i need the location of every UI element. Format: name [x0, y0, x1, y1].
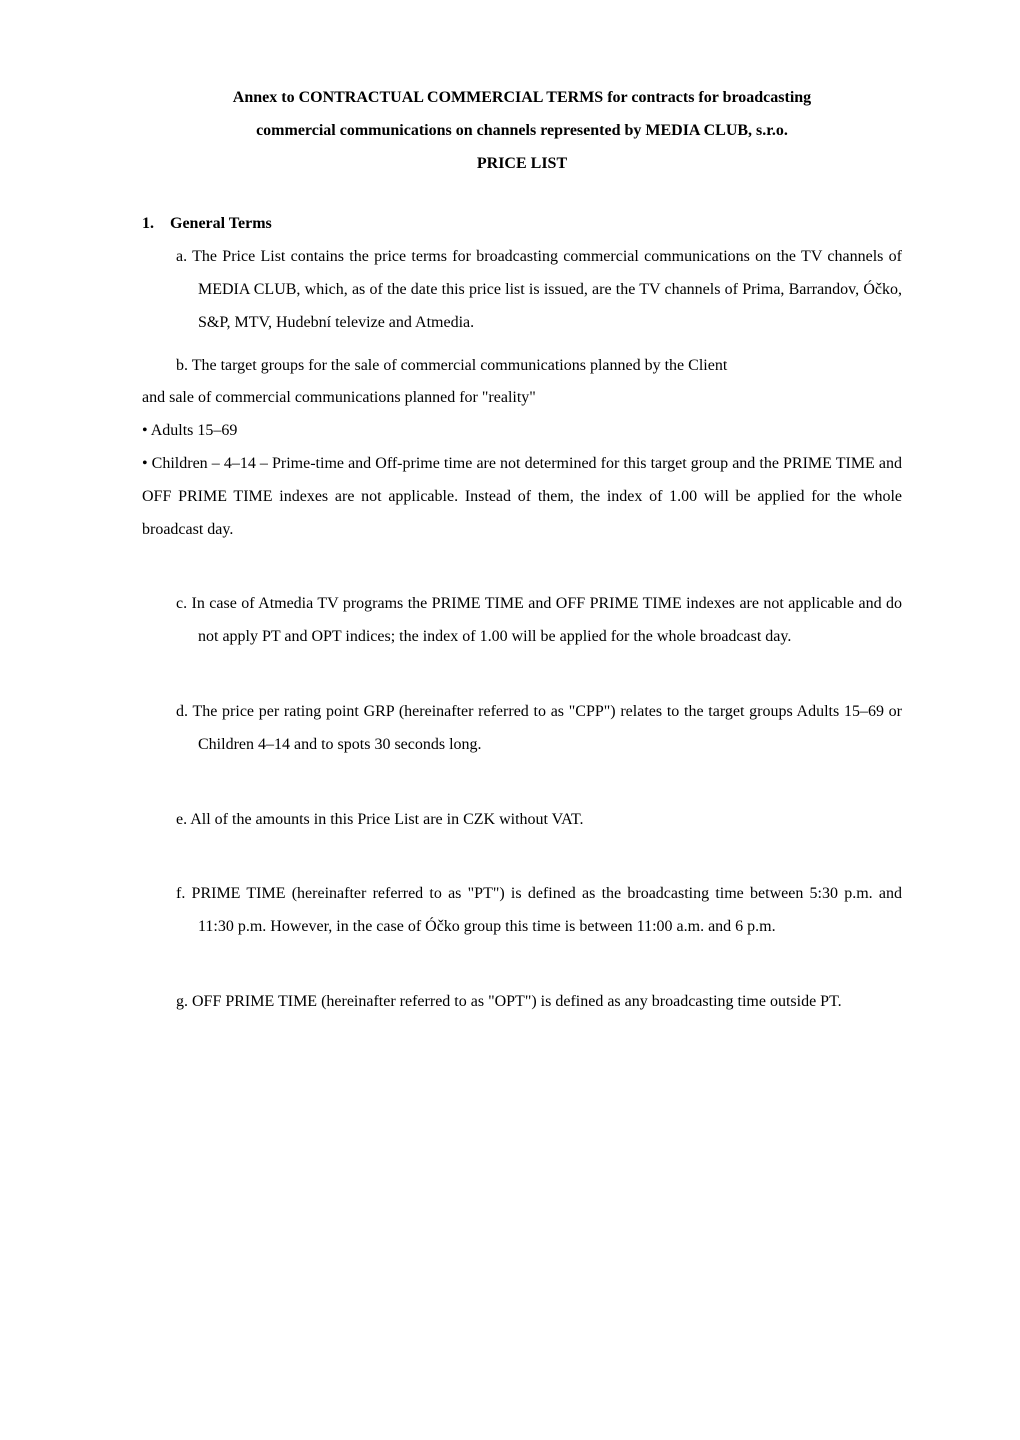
bullet-adults: • Adults 15–69 — [142, 415, 902, 448]
document-page: Annex to CONTRACTUAL COMMERCIAL TERMS fo… — [0, 0, 1020, 1079]
title-line-1: Annex to CONTRACTUAL COMMERCIAL TERMS fo… — [142, 82, 902, 115]
item-1b-lead: b. The target groups for the sale of com… — [142, 350, 902, 383]
title-line-2: commercial communications on channels re… — [142, 115, 902, 148]
item-1c: c. In case of Atmedia TV programs the PR… — [142, 588, 902, 654]
bullet-children: • Children – 4–14 – Prime-time and Off-p… — [142, 448, 902, 546]
document-title: Annex to CONTRACTUAL COMMERCIAL TERMS fo… — [142, 82, 902, 180]
item-1b-cont: and sale of commercial communications pl… — [142, 382, 902, 415]
item-1f: f. PRIME TIME (hereinafter referred to a… — [142, 878, 902, 944]
item-1g: g. OFF PRIME TIME (hereinafter referred … — [142, 986, 902, 1019]
title-line-3: PRICE LIST — [142, 148, 902, 181]
item-1a: a. The Price List contains the price ter… — [142, 241, 902, 339]
item-1e: e. All of the amounts in this Price List… — [142, 804, 902, 837]
item-1d: d. The price per rating point GRP (herei… — [142, 696, 902, 762]
section-1-heading: 1. General Terms — [142, 208, 902, 241]
